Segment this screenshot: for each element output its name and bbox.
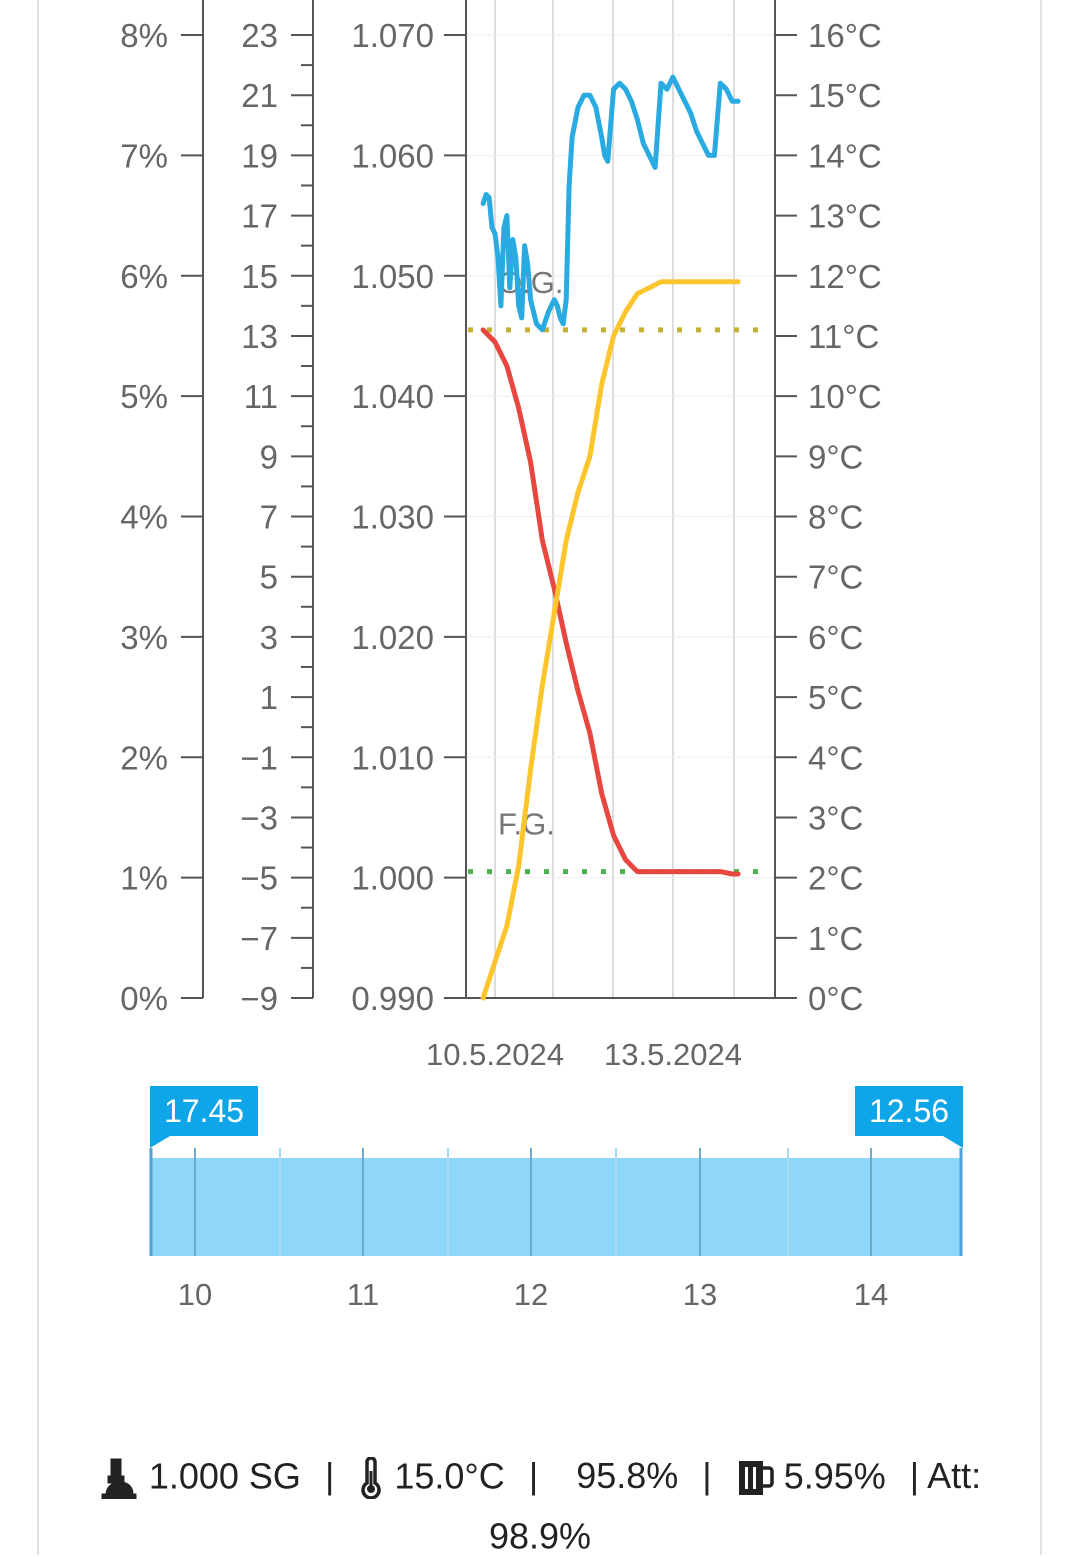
- sg-axis-label: 1.040: [351, 378, 434, 415]
- plato-axis-label: −5: [240, 860, 278, 897]
- temp-axis-label: 15°C: [808, 77, 882, 114]
- series-abv: [483, 282, 738, 998]
- plato-axis-label: −7: [240, 920, 278, 957]
- microscope-icon: [99, 1454, 149, 1495]
- navigator-tick-label: 14: [854, 1277, 888, 1312]
- x-tick-label: 13.5.2024: [604, 1037, 742, 1072]
- abv-axis-label: 0%: [120, 980, 168, 1017]
- right-handle-pointer: [943, 1136, 963, 1148]
- abv-axis-label: 3%: [120, 619, 168, 656]
- plato-axis-label: 13: [241, 318, 278, 355]
- navigator-tick-label: 10: [178, 1277, 212, 1312]
- status-attenuation-label: | Att:: [910, 1455, 981, 1496]
- status-separator-2: |: [529, 1455, 538, 1496]
- navigator-tick-label: 13: [683, 1277, 717, 1312]
- temp-axis-label: 8°C: [808, 499, 863, 536]
- temp-axis-label: 9°C: [808, 438, 863, 475]
- temp-axis-label: 0°C: [808, 980, 863, 1017]
- plato-axis-label: 5: [260, 559, 278, 596]
- plato-axis-label: 19: [241, 137, 278, 174]
- temp-axis-label: 1°C: [808, 920, 863, 957]
- plato-axis-label: 15: [241, 258, 278, 295]
- status-abv: 5.95%: [784, 1455, 886, 1496]
- abv-axis-label: 4%: [120, 499, 168, 536]
- temp-axis: 16°C 15°C 14°C 13°C 12°C 11°C 10°C 9°C 8°C 7°C 6°C…: [775, 0, 882, 1017]
- temp-axis-label: 16°C: [808, 17, 882, 54]
- status-gravity: 1.000 SG: [149, 1455, 301, 1496]
- plato-axis: 23 21 19 17 15 13 11 9 7 5 3 1 −1 −3 −5 −7 −9: [240, 0, 313, 1017]
- temp-axis-label: 3°C: [808, 799, 863, 836]
- navigator-ticks: 10 11 12 13 14: [178, 1277, 888, 1312]
- plato-axis-label: 3: [260, 619, 278, 656]
- temp-axis-label: 10°C: [808, 378, 882, 415]
- temp-axis-label: 4°C: [808, 739, 863, 776]
- plato-axis-label: 23: [241, 17, 278, 54]
- temp-axis-label: 13°C: [808, 198, 882, 235]
- series-gravity: [483, 330, 738, 874]
- abv-axis-label: 6%: [120, 258, 168, 295]
- sg-axis-label: 1.060: [351, 137, 434, 174]
- plato-axis-label: 1: [260, 679, 278, 716]
- sg-axis-label: 1.030: [351, 499, 434, 536]
- status-attenuation-value: 98.9%: [489, 1515, 591, 1556]
- abv-axis-label: 8%: [120, 17, 168, 54]
- navigator-tick-label: 11: [347, 1277, 379, 1312]
- temp-axis-label: 7°C: [808, 559, 863, 596]
- abv-axis-label: 1%: [120, 860, 168, 897]
- sg-axis-label: 1.050: [351, 258, 434, 295]
- temp-axis-label: 2°C: [808, 860, 863, 897]
- plato-axis-label: 21: [241, 77, 278, 114]
- sg-axis-label: 1.070: [351, 17, 434, 54]
- sg-axis-label: 1.000: [351, 860, 434, 897]
- status-temperature: 15.0°C: [394, 1455, 504, 1496]
- sg-axis-label: 1.020: [351, 619, 434, 656]
- plato-axis-label: 7: [260, 499, 278, 536]
- navigator-left-handle[interactable]: 17.45: [150, 1086, 258, 1148]
- thermometer-icon: [358, 1454, 394, 1495]
- temp-axis-label: 14°C: [808, 137, 882, 174]
- fermentation-chart: 8% 7% 6% 5% 4% 3% 2% 1% 0% 23 21 19 17 15 13 11 9 7 5 3 1 −1 −…: [0, 0, 1080, 1080]
- temp-axis-label: 6°C: [808, 619, 863, 656]
- navigator-tick-label: 12: [514, 1277, 548, 1312]
- left-handle-label: 17.45: [164, 1093, 244, 1129]
- series: [483, 77, 738, 998]
- sg-axis-label: 0.990: [351, 980, 434, 1017]
- plato-axis-label: −9: [240, 980, 278, 1017]
- sg-axis-label: 1.010: [351, 739, 434, 776]
- abv-axis-label: 7%: [120, 137, 168, 174]
- status-attenuation-line: 98.9%: [0, 1513, 1080, 1557]
- temp-axis-label: 5°C: [808, 679, 863, 716]
- abv-axis: 8% 7% 6% 5% 4% 3% 2% 1% 0%: [120, 0, 203, 1017]
- status-separator-1: |: [325, 1455, 334, 1496]
- reference-lines: O.G.F.G.: [468, 265, 767, 872]
- status-line: 1.000 SG | 15.0°C | 95.8% | 5.95% | Att:: [0, 1453, 1080, 1499]
- plato-axis-label: 17: [241, 198, 278, 235]
- navigator-fill: [150, 1158, 962, 1256]
- temp-axis-label: 11°C: [808, 318, 879, 355]
- series-temperature: [483, 77, 738, 330]
- x-tick-label: 10.5.2024: [426, 1037, 564, 1072]
- abv-axis-label: 2%: [120, 739, 168, 776]
- status-separator-3: |: [702, 1455, 711, 1496]
- beer-mug-icon: [736, 1455, 784, 1496]
- axes: 8% 7% 6% 5% 4% 3% 2% 1% 0% 23 21 19 17 15 13 11 9 7 5 3 1 −1 −…: [120, 0, 881, 1017]
- navigator-right-handle[interactable]: 12.56: [855, 1086, 963, 1148]
- left-handle-pointer: [150, 1136, 170, 1148]
- plato-axis-label: 9: [260, 438, 278, 475]
- range-navigator[interactable]: 17.45 12.56 10 11 12 13 14: [0, 1080, 1080, 1330]
- temp-axis-label: 12°C: [808, 258, 882, 295]
- x-tick-labels: 10.5.2024 13.5.2024: [426, 1037, 742, 1072]
- plato-axis-label: −3: [240, 799, 278, 836]
- right-handle-label: 12.56: [869, 1093, 949, 1129]
- abv-axis-label: 5%: [120, 378, 168, 415]
- sg-axis: 1.070 1.060 1.050 1.040 1.030 1.020 1.010 1.000…: [351, 0, 466, 1017]
- plato-axis-label: 11: [244, 378, 278, 415]
- status-battery: 95.8%: [576, 1455, 678, 1496]
- plato-axis-label: −1: [240, 739, 278, 776]
